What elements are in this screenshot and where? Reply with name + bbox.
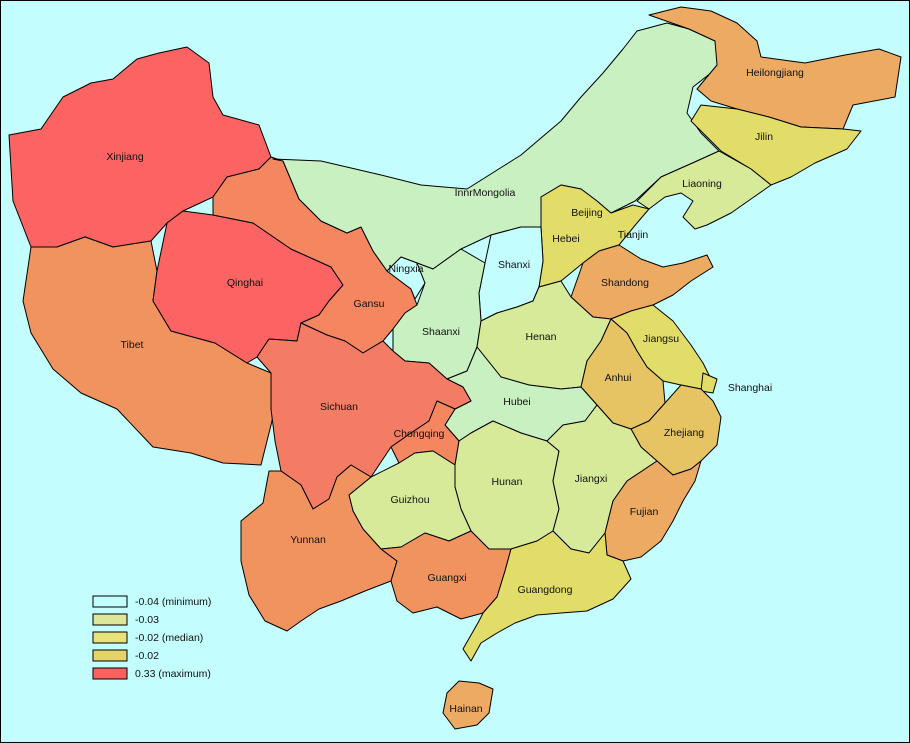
province-label-shandong: Shandong — [601, 277, 649, 289]
legend-swatch — [92, 631, 128, 644]
province-label-guangxi: Guangxi — [427, 572, 466, 584]
province-label-tianjin: Tianjin — [618, 229, 649, 241]
province-label-hunan: Hunan — [492, 476, 523, 488]
province-heilongjiang — [648, 6, 902, 130]
province-label-yunnan: Yunnan — [290, 534, 326, 546]
province-label-anhui: Anhui — [605, 372, 632, 384]
province-label-chongqing: Chongqing — [394, 428, 445, 440]
map-legend: -0.04 (minimum) -0.03 -0.02 (median) -0.02 0… — [92, 595, 211, 680]
legend-swatch — [92, 667, 128, 680]
province-label-beijing: Beijing — [571, 207, 603, 219]
legend-swatch — [92, 649, 128, 662]
province-fujian — [604, 460, 702, 562]
province-label-fujian: Fujian — [630, 506, 659, 518]
province-label-guizhou: Guizhou — [390, 494, 429, 506]
province-label-xinjiang: Xinjiang — [106, 151, 144, 163]
province-yunnan — [240, 464, 398, 632]
legend-swatch — [92, 595, 128, 608]
province-label-gansu: Gansu — [354, 298, 385, 310]
province-label-jiangxi: Jiangxi — [575, 473, 608, 485]
legend-label: -0.04 (minimum) — [135, 596, 211, 608]
province-label-tibet: Tibet — [121, 339, 144, 351]
province-label-guangdong: Guangdong — [518, 584, 573, 596]
province-label-zhejiang: Zhejiang — [664, 427, 704, 439]
legend-label: 0.33 (maximum) — [135, 668, 211, 680]
province-guangdong — [462, 530, 632, 662]
province-label-jilin: Jilin — [755, 131, 773, 143]
province-label-hubei: Hubei — [503, 396, 530, 408]
province-liaoning — [636, 150, 772, 230]
legend-label: -0.02 (median) — [135, 632, 203, 644]
province-label-ningxia: Ningxia — [388, 263, 423, 275]
province-labels: Xinjiang Tibet Qinghai Gansu InnrMongolia Hei… — [106, 67, 804, 715]
province-hainan — [442, 680, 494, 730]
province-label-hebei: Hebei — [552, 233, 579, 245]
province-label-innrmongolia: InnrMongolia — [455, 187, 516, 199]
province-jilin — [690, 104, 862, 186]
province-shanghai — [700, 372, 718, 394]
province-label-shaanxi: Shaanxi — [422, 326, 460, 338]
province-label-hainan: Hainan — [449, 703, 482, 715]
province-label-shanxi: Shanxi — [498, 259, 530, 271]
legend-label: -0.02 — [135, 650, 159, 662]
province-label-heilongjiang: Heilongjiang — [746, 67, 804, 79]
province-label-henan: Henan — [526, 331, 557, 343]
province-label-jiangsu: Jiangsu — [643, 333, 679, 345]
province-label-qinghai: Qinghai — [227, 277, 263, 289]
legend-label: -0.03 — [135, 614, 159, 626]
provinces-layer — [8, 6, 902, 730]
province-label-shanghai: Shanghai — [728, 382, 772, 394]
province-label-liaoning: Liaoning — [682, 178, 722, 190]
legend-swatch — [92, 613, 128, 626]
province-innrmongolia — [272, 22, 722, 272]
province-label-sichuan: Sichuan — [320, 401, 358, 413]
